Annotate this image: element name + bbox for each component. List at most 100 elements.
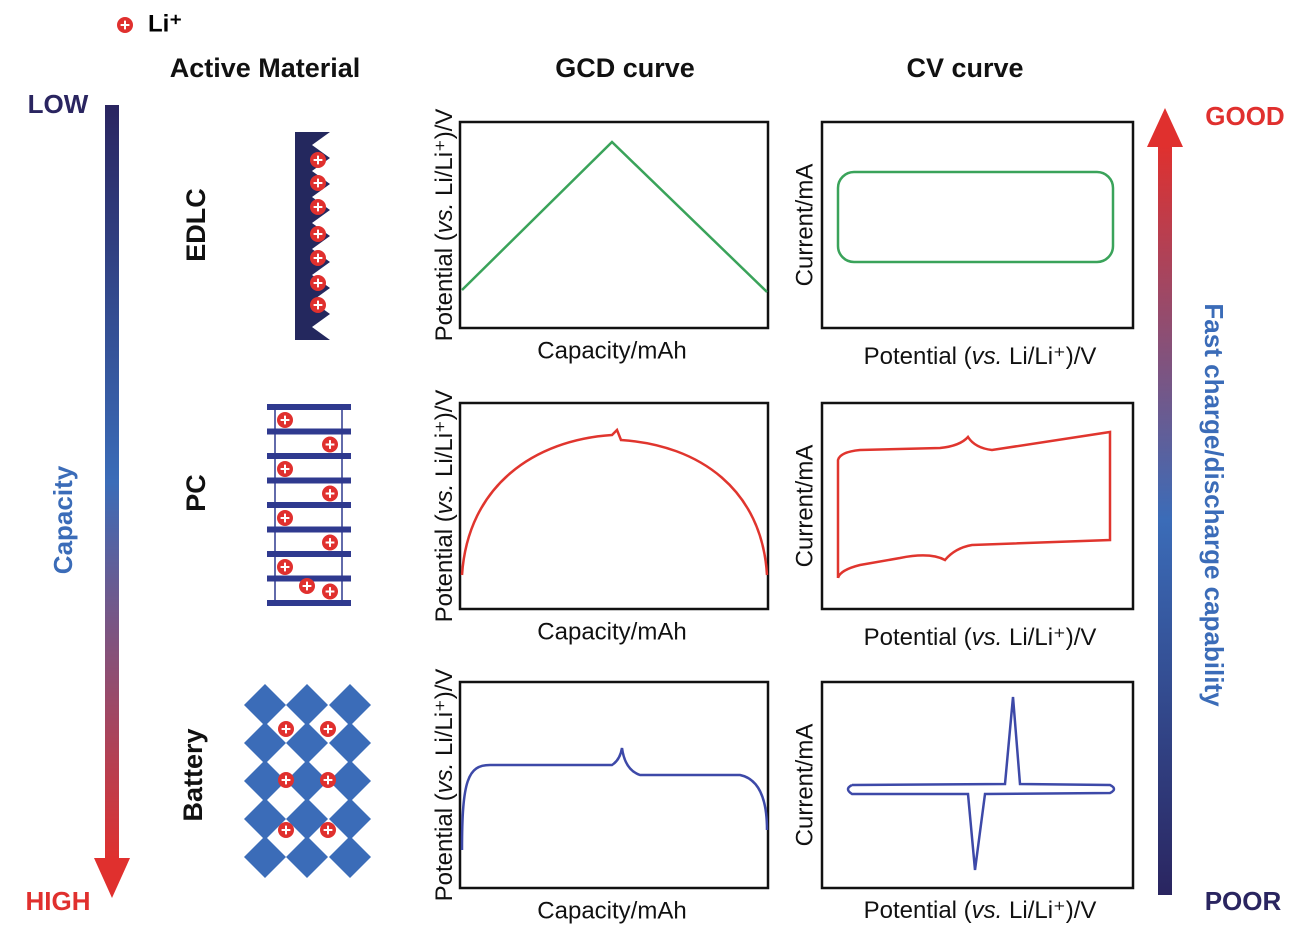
y-axis-label: Potential (vs. Li/Li⁺)/V [431, 669, 458, 902]
gcd-frame [458, 120, 770, 330]
li-ion-plus [325, 440, 335, 449]
li-ion-plus [120, 20, 130, 30]
li-ion-plus [325, 538, 335, 547]
pc-layer [267, 428, 351, 435]
li-ion-plus [281, 775, 291, 785]
y-axis-label: Potential (vs. Li/Li⁺)/V [431, 109, 458, 342]
x-axis-label: Potential (vs. Li/Li⁺)/V [864, 343, 1097, 370]
x-axis-label: Potential (vs. Li/Li⁺)/V [864, 624, 1097, 651]
x-axis-label: Capacity/mAh [537, 897, 686, 924]
capacity-arrow [105, 105, 119, 860]
legend-label: Li⁺ [148, 10, 182, 37]
arrow-head [94, 858, 130, 898]
battery-lattice [286, 722, 328, 764]
battery-lattice [244, 798, 286, 840]
y-axis-label: Current/mA [791, 724, 818, 847]
battery-lattice [244, 760, 286, 802]
scale-title: Capacity [48, 465, 78, 574]
label-part: vs. [972, 897, 1003, 924]
li-ion-plus [280, 415, 290, 425]
label-part: vs. [972, 624, 1003, 651]
cv-curve [846, 696, 1116, 871]
row-label: EDLC [181, 188, 211, 262]
label-part: Potential ( [431, 233, 458, 341]
scale-bottom: HIGH [26, 886, 91, 916]
li-ion-plus [325, 489, 335, 498]
gcd-curve [460, 427, 769, 576]
battery-lattice [329, 684, 371, 726]
cv-frame [820, 401, 1135, 611]
label-part: vs. [972, 343, 1003, 370]
cv-frame [820, 680, 1135, 890]
label-part: Potential ( [431, 793, 458, 901]
scale-top: LOW [28, 89, 89, 119]
pc-layer [267, 404, 351, 410]
li-ion-plus [313, 278, 323, 288]
pc-layer [267, 477, 351, 484]
li-ion-plus [323, 724, 333, 734]
label-part: Potential ( [864, 897, 972, 924]
li-ion-plus [313, 178, 323, 188]
label-part: vs. [431, 763, 458, 794]
pc-layer [267, 600, 351, 606]
header: GCD curve [555, 53, 695, 83]
gcd-frame [458, 680, 770, 890]
label-part: vs. [431, 203, 458, 234]
li-ion-plus [281, 724, 291, 734]
li-ion-plus [313, 300, 323, 310]
scale-bottom: POOR [1205, 886, 1282, 916]
li-ion-plus [280, 513, 290, 523]
gcd-curve [460, 747, 769, 851]
label-part: Potential ( [864, 343, 972, 370]
label-part: Li/Li⁺)/V [431, 390, 458, 484]
li-ion-plus [313, 155, 323, 165]
arrow-head [1147, 108, 1183, 147]
scale-top: GOOD [1205, 101, 1284, 131]
battery-lattice [286, 684, 328, 726]
li-ion-plus [323, 825, 333, 835]
cv-frame [820, 120, 1135, 330]
label-part: Li/Li⁺)/V [431, 109, 458, 203]
x-axis-label: Potential (vs. Li/Li⁺)/V [864, 897, 1097, 924]
battery-lattice [286, 798, 328, 840]
label-part: Li/Li⁺)/V [1002, 897, 1096, 924]
y-axis-label: Current/mA [791, 445, 818, 568]
pc-layer [267, 551, 351, 557]
battery-lattice [329, 760, 371, 802]
pc-layer [267, 526, 351, 533]
rate-arrow [1158, 145, 1172, 895]
li-ion-plus [281, 825, 291, 835]
decorations [117, 17, 371, 878]
battery-lattice [244, 684, 286, 726]
y-axis-label: Potential (vs. Li/Li⁺)/V [431, 390, 458, 623]
pc-layer [267, 502, 351, 508]
li-ion-plus [313, 253, 323, 263]
scale-title: Fast charge/discharge capability [1199, 303, 1229, 707]
cv-curve [836, 170, 1115, 264]
label-part: Li/Li⁺)/V [1002, 624, 1096, 651]
label-part: Li/Li⁺)/V [431, 669, 458, 763]
li-ion-plus [323, 775, 333, 785]
x-axis-label: Capacity/mAh [537, 337, 686, 364]
label-part: Li/Li⁺)/V [1002, 343, 1096, 370]
li-ion-plus [280, 562, 290, 572]
y-axis-label: Current/mA [791, 164, 818, 287]
battery-lattice [286, 760, 328, 802]
battery-lattice [244, 722, 286, 764]
li-ion-plus [325, 587, 335, 596]
li-ion-plus [313, 202, 323, 212]
gcd-curve [461, 140, 768, 293]
battery-lattice [286, 836, 328, 878]
label-part: Potential ( [431, 514, 458, 622]
battery-lattice [329, 836, 371, 878]
battery-lattice [329, 798, 371, 840]
gcd-frame [458, 401, 770, 611]
battery-lattice [244, 836, 286, 878]
li-ion-plus [313, 229, 323, 239]
label-part: Potential ( [864, 624, 972, 651]
header: CV curve [906, 53, 1023, 83]
battery-lattice [329, 722, 371, 764]
cv-curve [836, 430, 1112, 579]
